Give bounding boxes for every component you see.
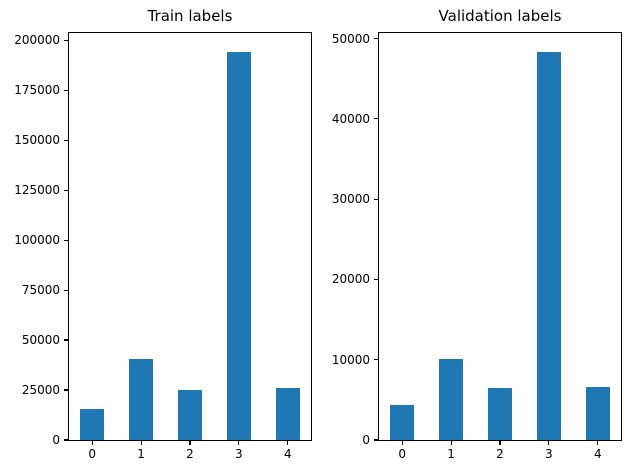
y-tick-mark bbox=[374, 198, 378, 200]
x-tick-label: 4 bbox=[283, 447, 292, 461]
x-tick-mark bbox=[548, 441, 550, 445]
bar-category-2 bbox=[487, 387, 513, 440]
y-tick-mark bbox=[64, 189, 68, 191]
y-tick-label: 20000 bbox=[331, 272, 370, 287]
y-tick-mark bbox=[64, 39, 68, 41]
y-tick-label: 10000 bbox=[331, 352, 370, 367]
y-tick-label: 40000 bbox=[331, 111, 370, 126]
bar-category-1 bbox=[128, 359, 154, 440]
y-tick-mark bbox=[374, 439, 378, 441]
y-tick-label: 30000 bbox=[331, 192, 370, 207]
y-tick-mark bbox=[64, 89, 68, 91]
y-tick-label: 125000 bbox=[14, 183, 60, 198]
y-tick-mark bbox=[64, 389, 68, 391]
x-tick-label: 2 bbox=[496, 447, 504, 461]
x-tick-label: 1 bbox=[137, 447, 145, 461]
plot-area-train bbox=[68, 32, 312, 441]
y-tick-label: 0 bbox=[52, 433, 60, 447]
bar-category-1 bbox=[438, 358, 464, 440]
x-tick-mark bbox=[189, 441, 191, 445]
subplot-train-labels: Train labels 0 1 2 3 4 0 25000 50000 75000 100000… bbox=[14, 7, 312, 461]
x-tick-mark bbox=[287, 441, 289, 445]
y-tick-mark bbox=[374, 278, 378, 281]
x-tick-label: 2 bbox=[186, 447, 194, 461]
x-tick-label: 4 bbox=[593, 447, 602, 461]
x-tick-label: 3 bbox=[545, 447, 553, 461]
chart-title-train: Train labels bbox=[147, 7, 233, 25]
x-tick-label: 3 bbox=[235, 447, 243, 461]
x-tick-mark bbox=[401, 441, 403, 445]
y-tick-mark bbox=[64, 339, 68, 341]
y-tick-mark bbox=[64, 239, 68, 241]
y-tick-label: 175000 bbox=[14, 83, 60, 98]
y-tick-mark bbox=[374, 38, 378, 40]
y-tick-label: 75000 bbox=[21, 283, 60, 298]
bar-category-3 bbox=[536, 52, 562, 440]
y-tick-mark bbox=[64, 289, 68, 291]
y-tick-label: 50000 bbox=[21, 333, 60, 348]
y-tick-mark bbox=[64, 139, 68, 141]
x-tick-mark bbox=[140, 441, 142, 445]
y-tick-label: 100000 bbox=[14, 233, 60, 248]
x-tick-mark bbox=[238, 441, 240, 445]
y-tick-label: 25000 bbox=[21, 383, 60, 398]
bar-category-2 bbox=[177, 390, 203, 440]
x-tick-mark bbox=[450, 441, 452, 445]
chart-title-validation: Validation labels bbox=[438, 7, 562, 25]
y-tick-label: 200000 bbox=[14, 33, 60, 48]
plot-area-validation bbox=[378, 32, 622, 441]
y-tick-label: 150000 bbox=[14, 133, 60, 148]
x-tick-label: 1 bbox=[447, 447, 455, 461]
subplot-validation-labels: Validation labels 0 1 2 3 4 0 10000 20000 30000 4… bbox=[315, 0, 629, 470]
bar-category-3 bbox=[226, 52, 252, 440]
y-tick-mark bbox=[374, 118, 378, 120]
x-tick-label: 0 bbox=[88, 447, 97, 461]
bar-category-0 bbox=[80, 409, 105, 440]
y-tick-mark bbox=[64, 439, 68, 441]
y-tick-label: 0 bbox=[362, 433, 370, 447]
x-tick-mark bbox=[499, 441, 501, 445]
x-tick-label: 0 bbox=[398, 447, 407, 461]
y-tick-label: 50000 bbox=[331, 31, 370, 46]
bar-category-4 bbox=[585, 387, 610, 440]
x-tick-mark bbox=[597, 441, 599, 445]
x-tick-mark bbox=[91, 441, 93, 445]
bar-category-4 bbox=[275, 388, 300, 440]
bar-category-0 bbox=[390, 405, 415, 440]
y-tick-mark bbox=[374, 359, 378, 361]
